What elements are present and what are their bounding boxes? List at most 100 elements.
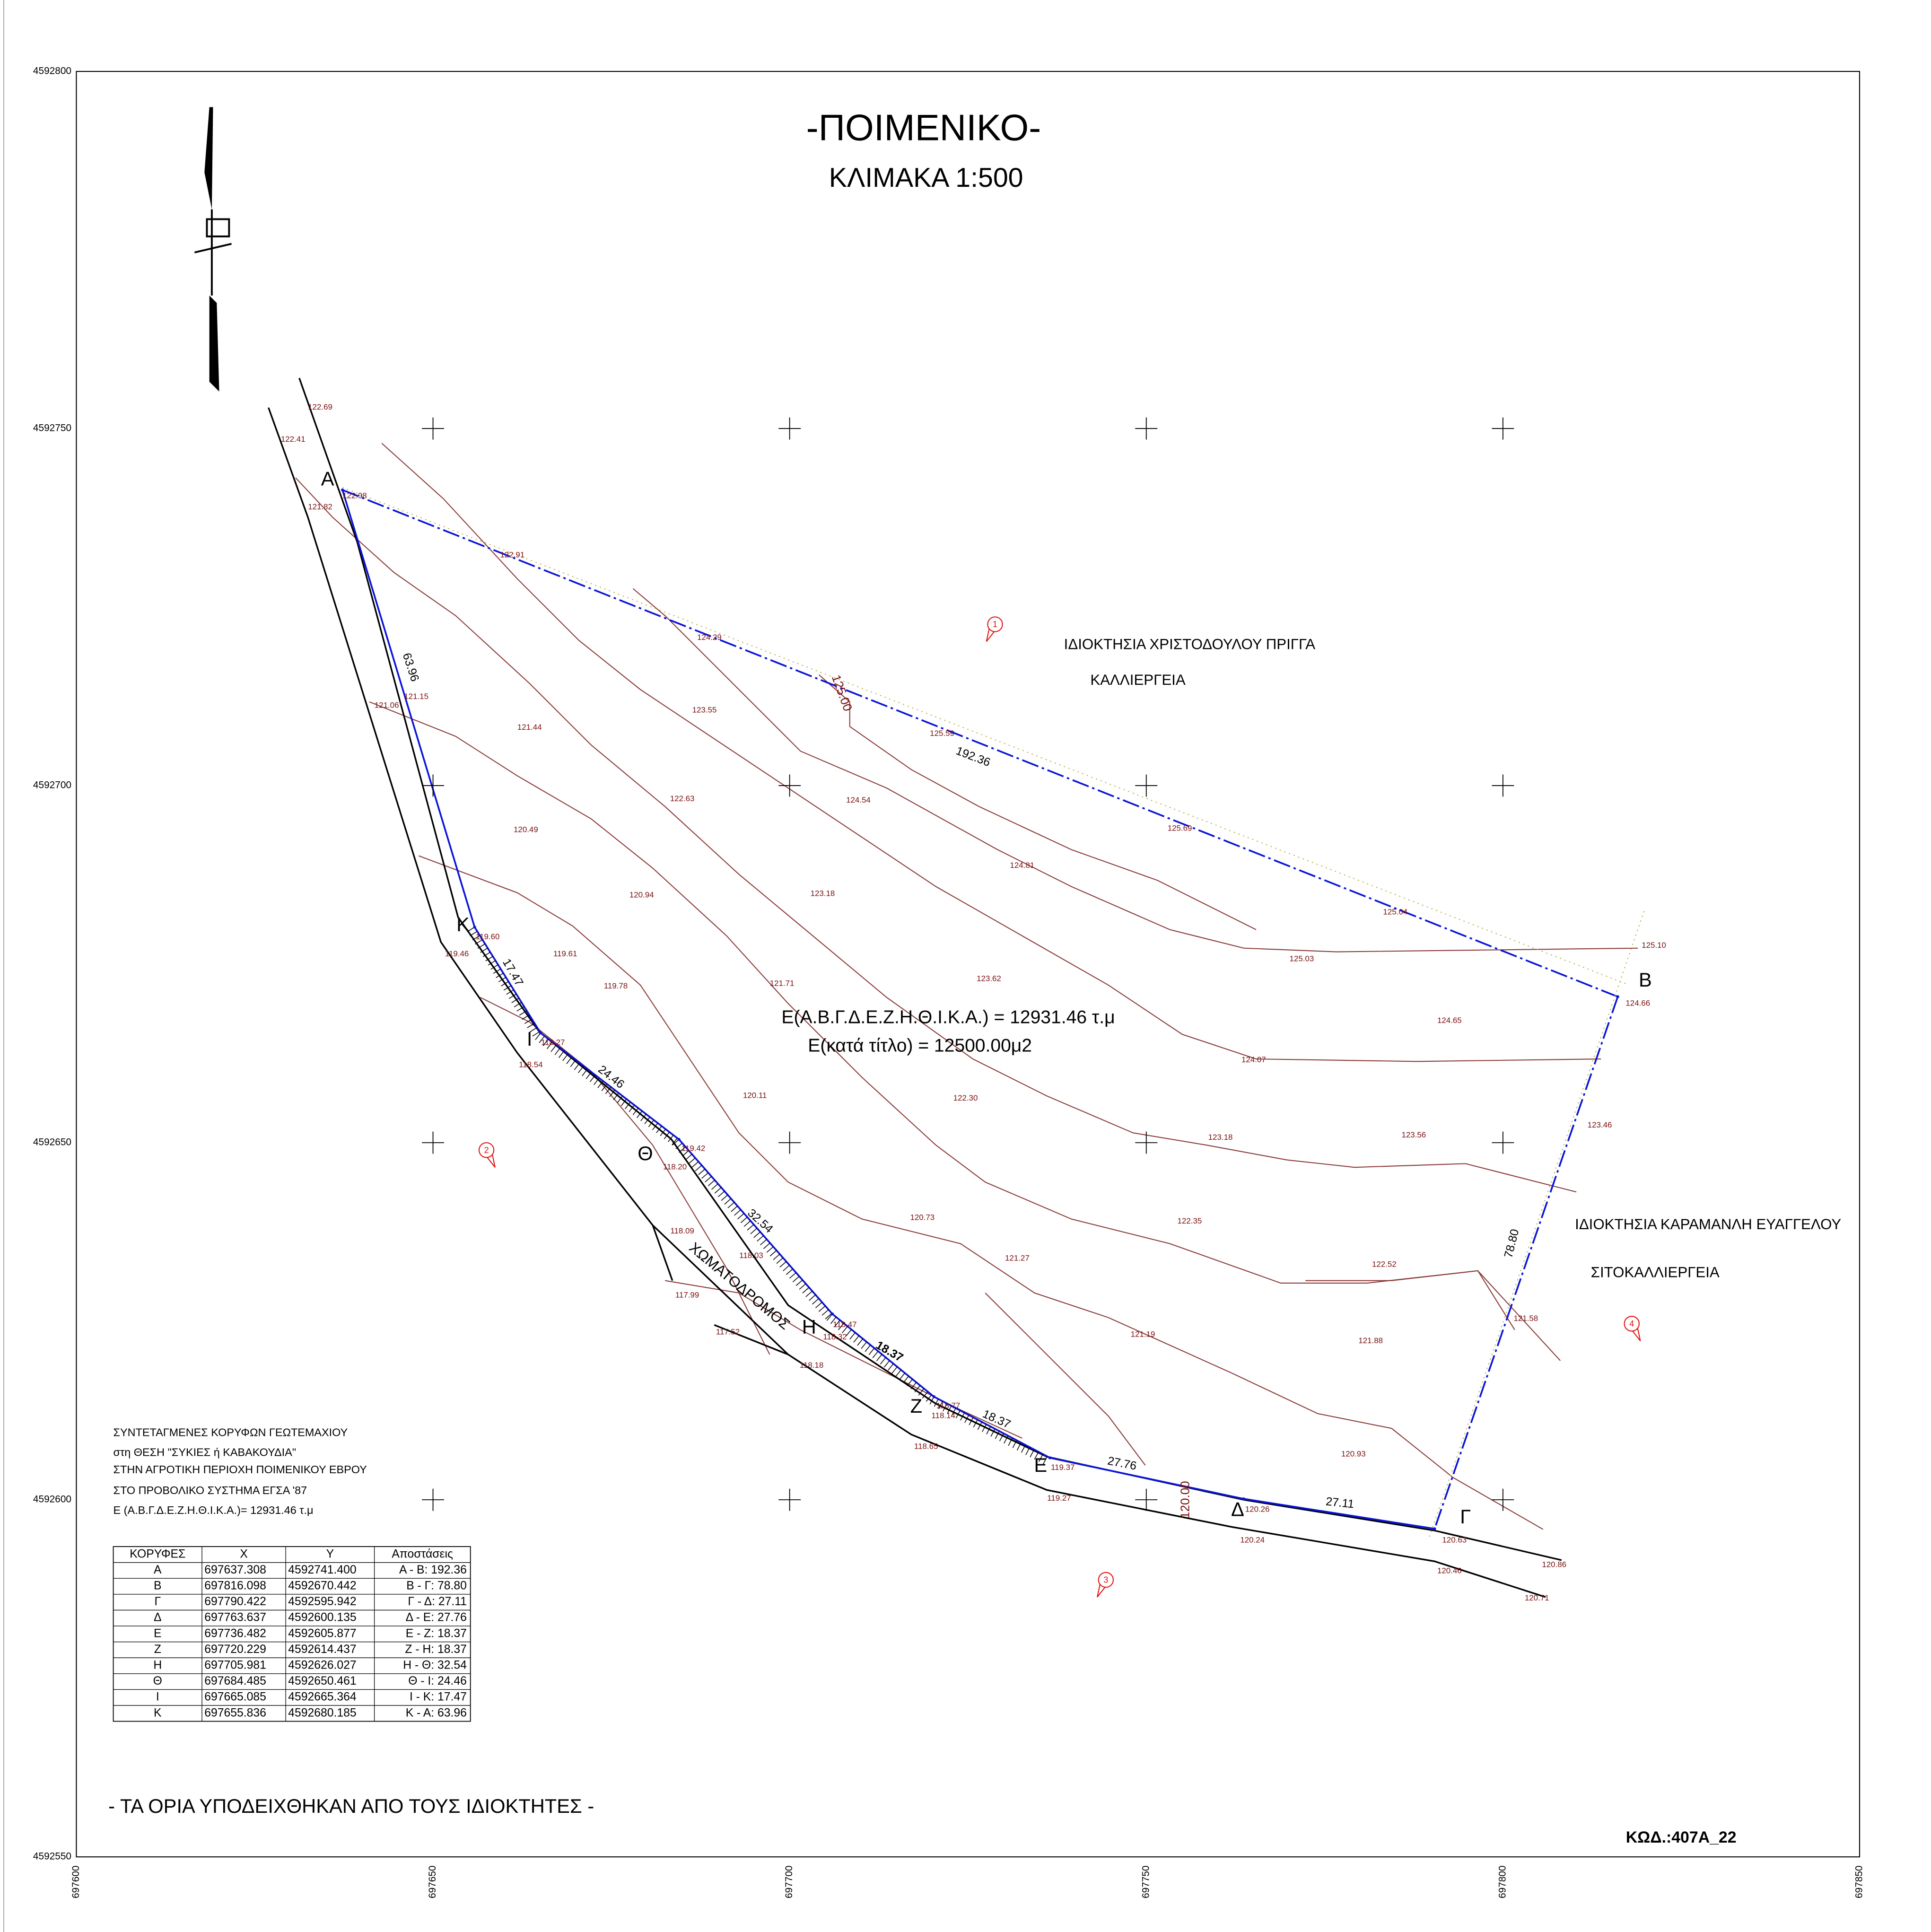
spot-height: 122.41 [281, 435, 306, 444]
hatch [558, 1050, 565, 1058]
note-line: Ε (Α.Β.Γ.Δ.Ε.Ζ.Η.Θ.Ι.Κ.Α.)= 12931.46 τ.μ [114, 1504, 314, 1516]
spot-height: 121.82 [308, 502, 332, 511]
spot-height: 121.71 [770, 979, 795, 988]
hatch [760, 1239, 767, 1246]
hatch [582, 1068, 588, 1076]
spot-height: 123.46 [1588, 1120, 1612, 1129]
x-axis-label: 697800 [1497, 1865, 1508, 1898]
owner-label: ΙΔΙΟΚΤΗΣΙΑ ΚΑΡΑΜΑΝΛΗ ΕΥΑΓΓΕΛΟΥ [1575, 1216, 1841, 1233]
boundary-segment [933, 1396, 1050, 1459]
hatch [795, 1279, 803, 1286]
hatch [672, 1137, 678, 1145]
hatch [973, 1419, 978, 1428]
hatch [802, 1287, 810, 1294]
spot-height: 118.77 [936, 1401, 960, 1410]
hatch [617, 1095, 623, 1103]
hatch [578, 1066, 584, 1073]
grid-cross [422, 774, 444, 797]
table-cell: Β [154, 1580, 162, 1592]
hatch [753, 1232, 761, 1238]
spot-height: 125.04 [1383, 908, 1407, 917]
table-cell: 697736.482 [204, 1627, 266, 1640]
area-computed: Ε(Α.Β.Γ.Δ.Ε.Ζ.Η.Θ.Ι.Κ.Α.) = 12931.46 τ.μ [781, 1007, 1115, 1027]
hatch [632, 1108, 639, 1115]
hatch [903, 1376, 909, 1383]
spot-height: 121.15 [404, 692, 428, 701]
spot-height: 119.46 [445, 949, 469, 958]
road-lines [268, 377, 1562, 1598]
boundary-segment [1049, 1457, 1244, 1500]
spot-height: 118.65 [914, 1442, 938, 1451]
hatch [721, 1194, 728, 1201]
table-cell: 697720.229 [204, 1643, 266, 1656]
hatch [589, 1075, 596, 1082]
owner-label: ΣΙΤΟΚΑΛΛΙΕΡΓΕΙΑ [1591, 1264, 1720, 1280]
table-cell: Ι - Κ: 17.47 [410, 1691, 467, 1704]
hatch [493, 969, 501, 974]
hatch [472, 935, 481, 941]
hatch [789, 1272, 796, 1279]
hatch [562, 1054, 568, 1061]
spot-height: 123.62 [977, 974, 1001, 983]
hatch [990, 1428, 996, 1437]
grid-cross [778, 417, 801, 440]
hatch [542, 1039, 549, 1046]
table-cell: 4592741.400 [288, 1564, 356, 1576]
hatch [786, 1268, 793, 1275]
y-axis-label: 4592800 [33, 66, 71, 77]
hatch [995, 1431, 1000, 1439]
area-title-deed: Ε(κατά τίτλο) = 12500.00μ2 [808, 1035, 1032, 1056]
spot-height: 117.52 [716, 1328, 740, 1337]
spot-height: 122.98 [342, 491, 367, 500]
boundary-segment [342, 489, 1618, 998]
grid-cross [422, 417, 444, 440]
footer-code: ΚΩΔ.:407Α_22 [1626, 1828, 1737, 1846]
spot-height: 118.54 [519, 1060, 542, 1069]
table-cell: Η [153, 1659, 162, 1672]
hatch [708, 1180, 715, 1186]
north-arrow [194, 107, 232, 392]
spot-height: 121.06 [375, 700, 399, 709]
spot-height: 122.35 [1178, 1216, 1202, 1225]
hatch [1016, 1442, 1022, 1451]
vertex-label: Γ [1460, 1505, 1471, 1528]
spot-height: 120.73 [910, 1213, 935, 1222]
vertex-label: Ζ [910, 1395, 922, 1417]
spot-height: 121.27 [1005, 1253, 1030, 1262]
vertex-point [473, 926, 476, 929]
spot-height: 119.37 [1051, 1463, 1075, 1472]
spot-height: 120.71 [1525, 1593, 1549, 1602]
table-cell: Θ - Ι: 24.46 [408, 1675, 467, 1687]
hatch [1034, 1451, 1039, 1460]
hatch [809, 1294, 816, 1301]
spot-height: 122.69 [308, 402, 332, 411]
hatch [895, 1370, 901, 1377]
table-cell: 4592680.185 [288, 1706, 356, 1719]
hatch [625, 1102, 631, 1110]
table-cell: Β - Γ: 78.80 [406, 1580, 467, 1592]
hatch [812, 1298, 819, 1305]
table-cell: Η - Θ: 32.54 [403, 1659, 467, 1672]
vertex-point [341, 488, 344, 492]
photo-marker-label: 4 [1629, 1319, 1634, 1329]
hatch [470, 931, 478, 936]
table-cell: 4592665.364 [288, 1691, 357, 1704]
hatch [757, 1235, 764, 1242]
spot-height: 125.69 [1168, 824, 1192, 833]
note-line: στη ΘΕΣΗ "ΣΥΚΙΕΣ ή ΚΑΒΑΚΟΥΔΙΑ" [114, 1446, 297, 1458]
spot-height: 121.88 [1358, 1336, 1383, 1345]
hatch [799, 1283, 806, 1290]
spot-height: 123.55 [692, 706, 717, 715]
vertex-label: Β [1639, 969, 1652, 991]
boundary-segment [678, 1138, 833, 1315]
hatch [527, 1023, 535, 1028]
hatch [514, 1002, 522, 1007]
hatch [636, 1110, 643, 1119]
hatch [508, 994, 517, 999]
table-cell: 697705.981 [204, 1659, 266, 1672]
grid-cross [1492, 774, 1514, 797]
table-cell: 4592614.437 [288, 1643, 356, 1656]
spot-height: 120.63 [1442, 1536, 1467, 1545]
hatch [1008, 1438, 1013, 1446]
